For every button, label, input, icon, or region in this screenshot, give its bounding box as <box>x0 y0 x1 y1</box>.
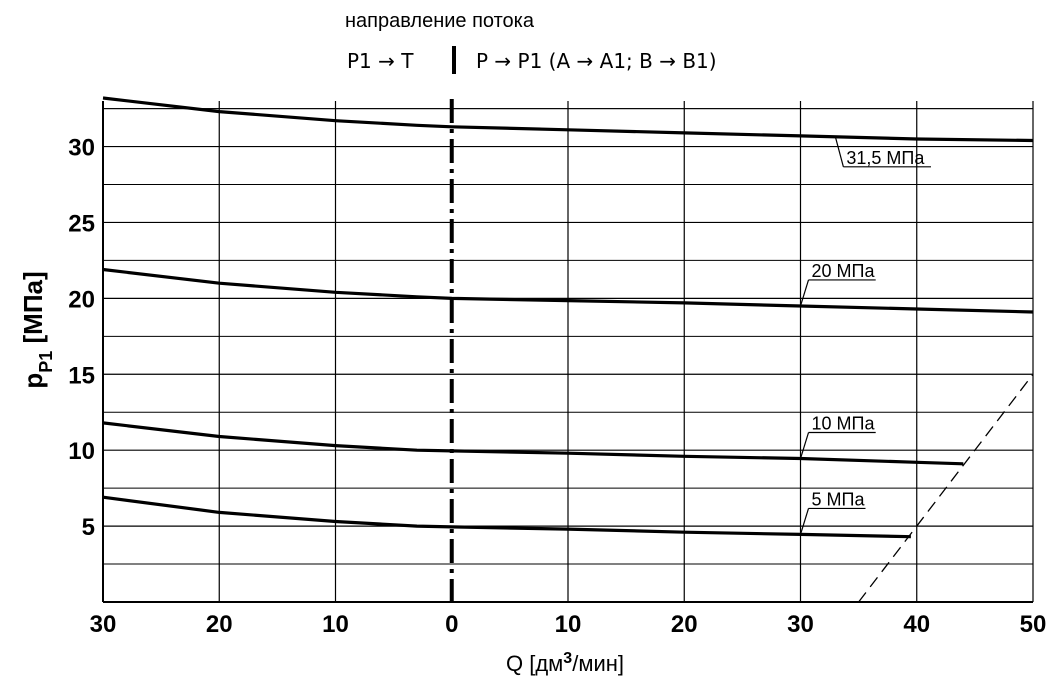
flow-right-label: P → P1 (A → A1; B → B1) <box>476 49 717 73</box>
series-label-2: 10 МПа <box>812 414 876 434</box>
y-tick-label: 15 <box>68 362 95 389</box>
y-tick-label: 5 <box>82 514 95 541</box>
series-label-leader <box>799 508 810 535</box>
x-tick-label: 20 <box>671 611 698 638</box>
x-axis-title-tail: /мин] <box>572 651 624 676</box>
x-tick-label: 50 <box>1020 611 1047 638</box>
series-line-3 <box>102 495 911 539</box>
x-tick-label: 10 <box>322 611 349 638</box>
overlay-layer <box>449 99 1034 603</box>
series-label-3: 5 МПа <box>812 489 866 509</box>
series-label-leader <box>799 432 810 459</box>
y-tick-label: 10 <box>68 438 95 465</box>
x-axis-title-sup: 3 <box>563 650 572 667</box>
x-tick-label: 30 <box>787 611 814 638</box>
flow-direction-label: направление потока <box>345 10 535 32</box>
series-label-leader <box>799 279 810 307</box>
series-label-1: 20 МПа <box>812 261 876 281</box>
y-tick-label: 30 <box>68 135 95 162</box>
x-tick-label: 0 <box>445 611 458 638</box>
x-tick-label: 10 <box>555 611 582 638</box>
x-tick-label: 20 <box>206 611 233 638</box>
series-label-0: 31,5 МПа <box>846 148 925 168</box>
y-tick-labels: 5 10 15 20 25 30 <box>68 135 95 542</box>
series-line-1 <box>102 267 1034 314</box>
series-label-leader <box>834 136 844 167</box>
header-separator <box>452 46 456 74</box>
y-axis-title-sub: P1 <box>36 351 56 373</box>
grid-major <box>102 101 1034 603</box>
x-axis-title-main: Q [дм <box>506 651 563 676</box>
x-tick-labels: 30 20 10 0 10 20 30 40 50 <box>90 611 1047 638</box>
limit-line <box>858 373 1034 603</box>
x-axis-title: Q [дм3/мин] <box>506 650 624 677</box>
x-tick-label: 40 <box>903 611 930 638</box>
x-tick-label: 30 <box>90 611 117 638</box>
y-tick-label: 20 <box>68 286 95 313</box>
series-layer: 31,5 МПа 20 МПа 10 МПа 5 МПа <box>102 96 1034 539</box>
series-line-0 <box>102 96 1034 143</box>
y-axis-title-tail: [МПа] <box>18 271 48 350</box>
y-axis-title-main: p <box>18 373 48 389</box>
y-axis-title: pP1 [МПа] <box>18 271 56 388</box>
flow-left-label: P1 → T <box>347 49 414 73</box>
y-tick-label: 25 <box>68 210 95 237</box>
series-line-2 <box>102 421 964 466</box>
